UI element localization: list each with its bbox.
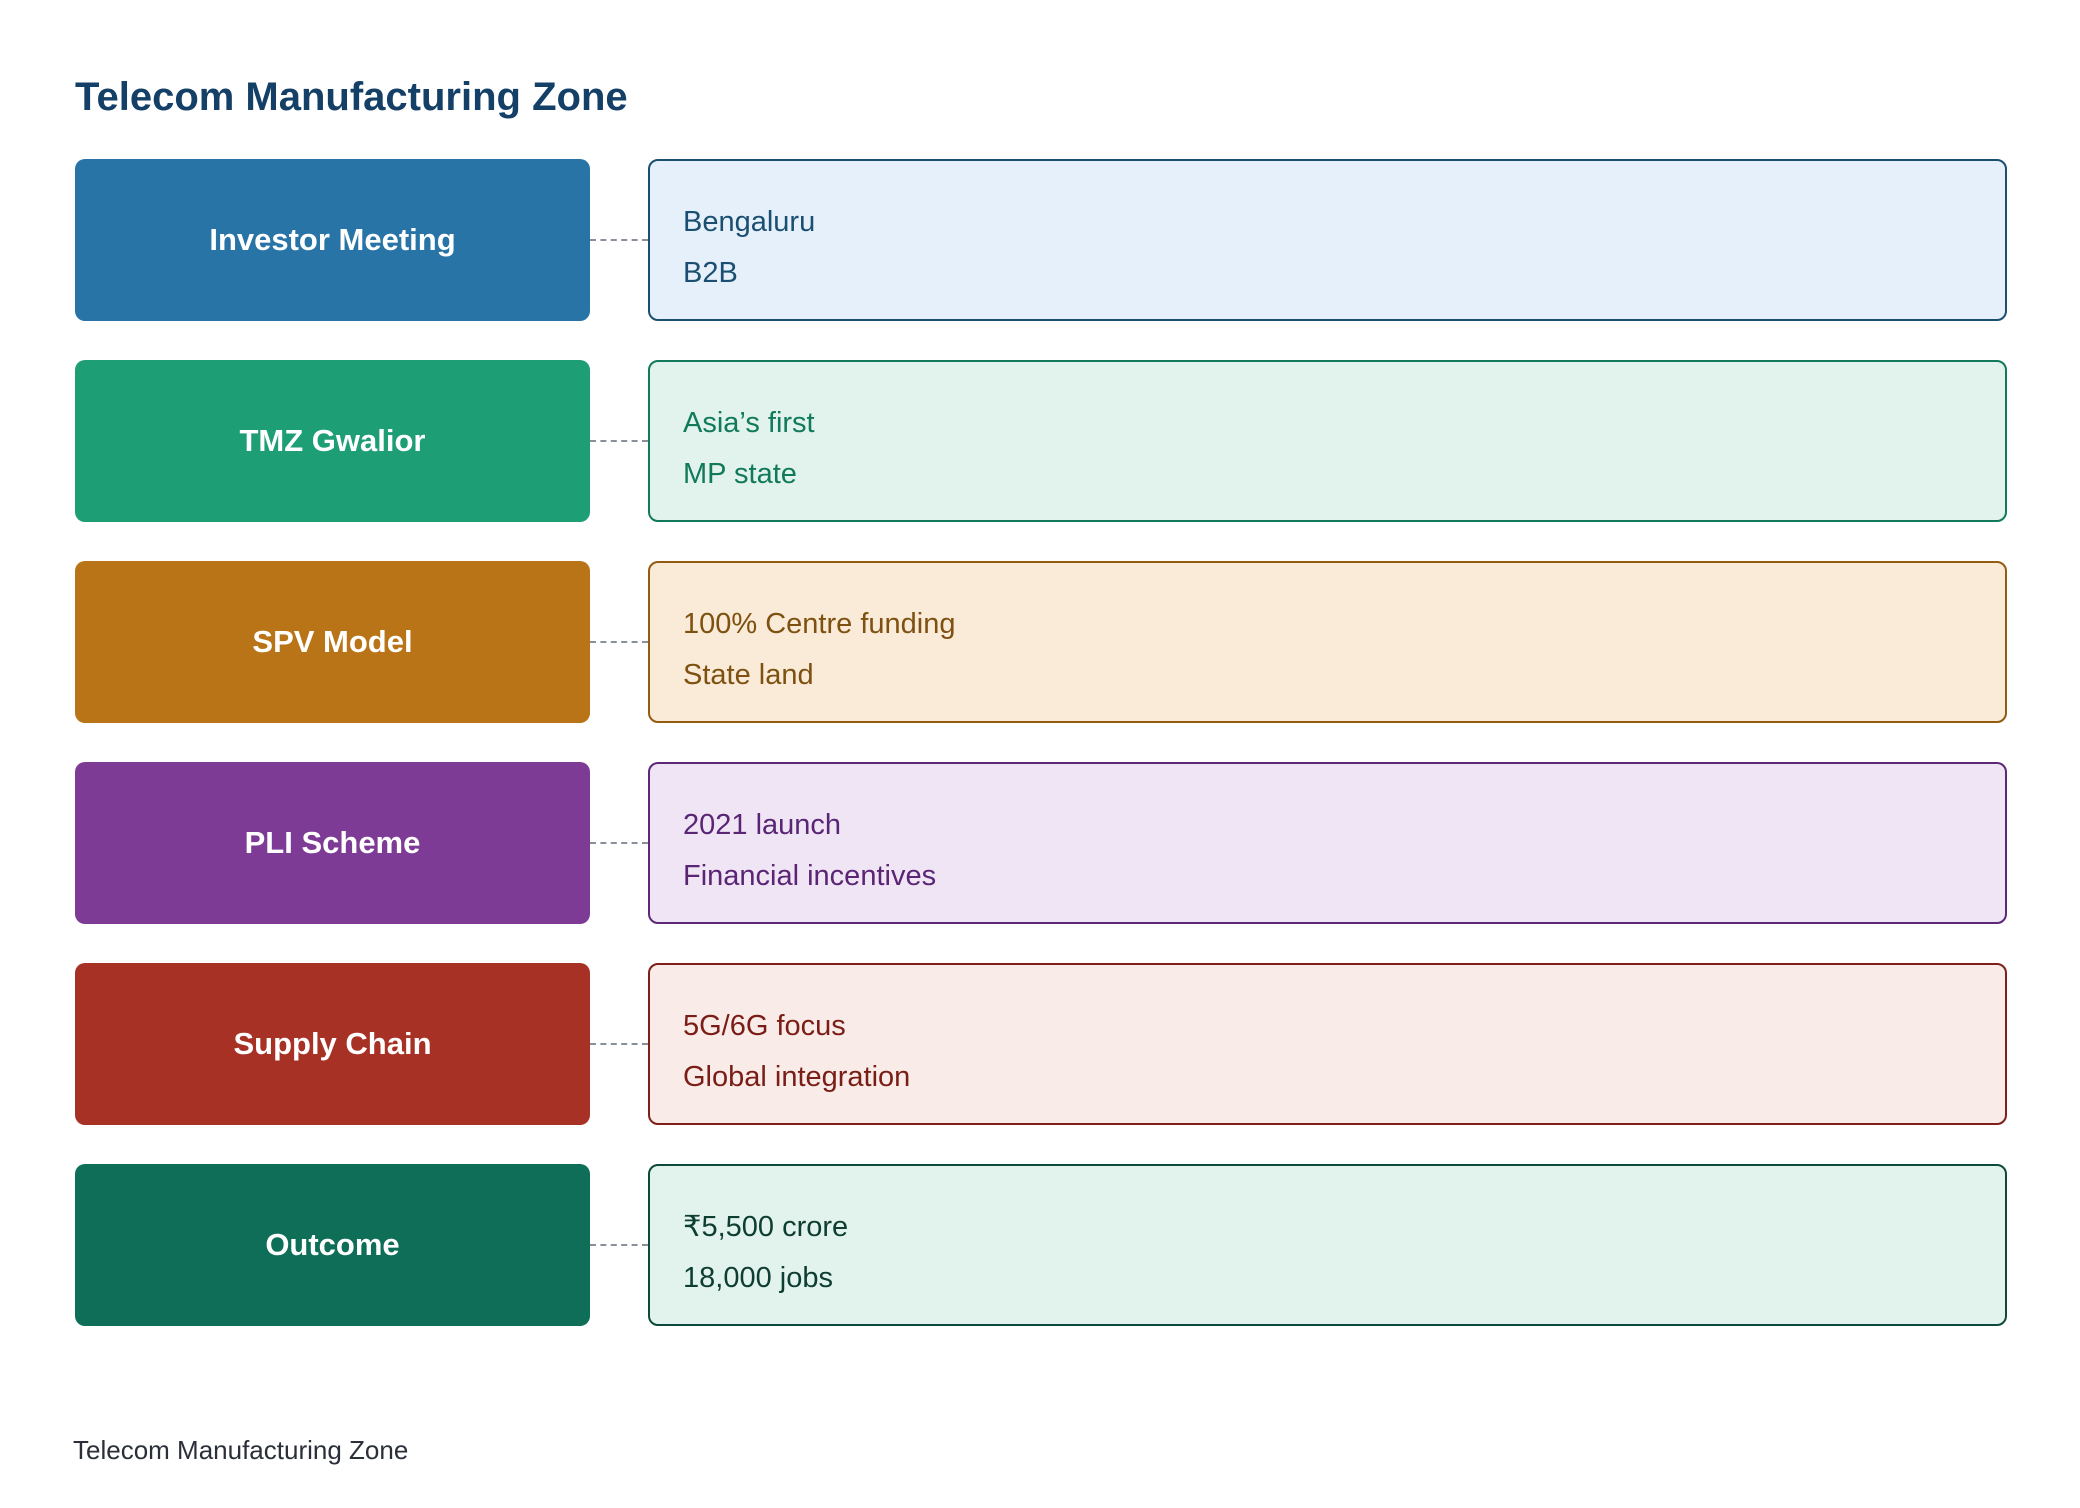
detail-line: B2B <box>683 257 738 289</box>
footer-caption: Telecom Manufacturing Zone <box>73 1435 409 1465</box>
detail-box: Asia’s first MP state <box>648 360 2007 522</box>
row-outcome: Outcome ₹5,500 crore 18,000 jobs <box>75 1164 2007 1326</box>
detail-line: Global integration <box>683 1061 911 1093</box>
detail-box: ₹5,500 crore 18,000 jobs <box>648 1164 2007 1326</box>
detail-box: 2021 launch Financial incentives <box>648 762 2007 924</box>
stage-label-box: Outcome <box>75 1164 590 1326</box>
detail-line: ₹5,500 crore <box>683 1211 849 1243</box>
stage-label: PLI Scheme <box>244 825 421 860</box>
detail-box: Bengaluru B2B <box>648 159 2007 321</box>
row-spv-model: SPV Model 100% Centre funding State land <box>75 561 2007 723</box>
detail-line: Financial incentives <box>683 860 937 892</box>
stage-label-box: Supply Chain <box>75 963 590 1125</box>
row-pli-scheme: PLI Scheme 2021 launch Financial incenti… <box>75 762 2007 924</box>
dashed-connector <box>590 842 648 844</box>
stage-label: Outcome <box>265 1227 400 1262</box>
dashed-connector <box>590 440 648 442</box>
stage-label: TMZ Gwalior <box>239 423 426 458</box>
row-investor-meeting: Investor Meeting Bengaluru B2B <box>75 159 2007 321</box>
detail-line: State land <box>683 659 814 691</box>
dashed-connector <box>590 1244 648 1246</box>
dashed-connector <box>590 239 648 241</box>
detail-box: 100% Centre funding State land <box>648 561 2007 723</box>
stage-label-box: SPV Model <box>75 561 590 723</box>
dashed-connector <box>590 641 648 643</box>
stage-label-box: PLI Scheme <box>75 762 590 924</box>
detail-line: 2021 launch <box>683 809 842 841</box>
page-title: Telecom Manufacturing Zone <box>75 75 628 119</box>
stage-label-box: Investor Meeting <box>75 159 590 321</box>
detail-line: Bengaluru <box>683 206 816 238</box>
row-supply-chain: Supply Chain 5G/6G focus Global integrat… <box>75 963 2007 1125</box>
stage-label: SPV Model <box>252 624 413 659</box>
detail-line: MP state <box>683 458 797 490</box>
stage-label-box: TMZ Gwalior <box>75 360 590 522</box>
detail-box: 5G/6G focus Global integration <box>648 963 2007 1125</box>
detail-line: Asia’s first <box>683 407 815 439</box>
detail-line: 5G/6G focus <box>683 1010 846 1042</box>
stage-label: Supply Chain <box>233 1026 432 1061</box>
row-tmz-gwalior: TMZ Gwalior Asia’s first MP state <box>75 360 2007 522</box>
detail-line: 18,000 jobs <box>683 1262 833 1294</box>
detail-line: 100% Centre funding <box>683 608 956 640</box>
stage-label: Investor Meeting <box>209 222 456 257</box>
dashed-connector <box>590 1043 648 1045</box>
